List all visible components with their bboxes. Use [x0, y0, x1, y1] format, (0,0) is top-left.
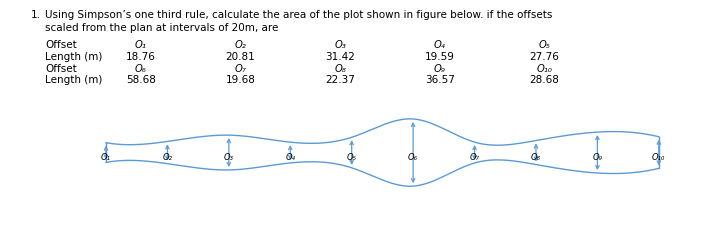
Text: Length (m): Length (m) [45, 52, 103, 61]
Text: O₂: O₂ [234, 40, 247, 50]
Text: 1.: 1. [32, 10, 42, 20]
Text: O₆: O₆ [408, 152, 418, 161]
Text: 27.76: 27.76 [529, 52, 559, 61]
Text: 19.68: 19.68 [226, 75, 255, 85]
Text: O₃: O₃ [224, 152, 234, 161]
Text: O₇: O₇ [234, 63, 247, 73]
Text: 18.76: 18.76 [126, 52, 156, 61]
Text: O₁: O₁ [101, 152, 111, 161]
Text: 19.59: 19.59 [424, 52, 455, 61]
Text: 28.68: 28.68 [529, 75, 559, 85]
Text: O₄: O₄ [285, 152, 295, 161]
Text: 31.42: 31.42 [325, 52, 355, 61]
Text: O₅: O₅ [347, 152, 356, 161]
Text: Offset: Offset [45, 40, 77, 50]
Text: 20.81: 20.81 [226, 52, 255, 61]
Text: O₁: O₁ [135, 40, 147, 50]
Text: O₁₀: O₁₀ [652, 152, 665, 161]
Text: O₉: O₉ [434, 63, 446, 73]
Text: O₁₀: O₁₀ [536, 63, 552, 73]
Text: O₇: O₇ [470, 152, 480, 161]
Text: scaled from the plan at intervals of 20m, are: scaled from the plan at intervals of 20m… [45, 23, 279, 33]
Text: O₉: O₉ [592, 152, 602, 161]
Text: O₈: O₈ [334, 63, 346, 73]
Text: Using Simpson’s one third rule, calculate the area of the plot shown in figure b: Using Simpson’s one third rule, calculat… [45, 10, 553, 20]
Text: 36.57: 36.57 [424, 75, 455, 85]
Text: 58.68: 58.68 [126, 75, 156, 85]
Text: O₄: O₄ [434, 40, 446, 50]
Text: Length (m): Length (m) [45, 75, 103, 85]
Text: O₈: O₈ [531, 152, 541, 161]
Text: O₃: O₃ [334, 40, 346, 50]
Text: O₅: O₅ [538, 40, 550, 50]
Text: O₆: O₆ [135, 63, 147, 73]
Text: 22.37: 22.37 [325, 75, 355, 85]
Text: O₂: O₂ [163, 152, 172, 161]
Text: Offset: Offset [45, 63, 77, 73]
